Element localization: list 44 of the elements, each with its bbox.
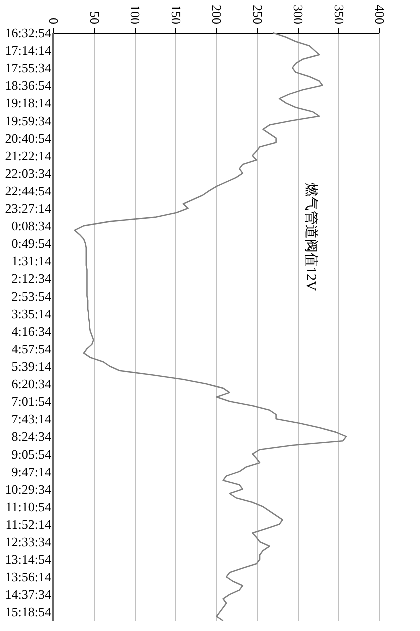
y-tick-label: 0:08:34: [12, 218, 52, 234]
y-tick-label: 8:24:34: [12, 429, 52, 444]
y-tick-label: 3:35:14: [12, 306, 52, 322]
y-tick-label: 17:14:14: [5, 43, 52, 58]
y-tick-label: 2:53:54: [12, 288, 52, 304]
y-tick-label: 4:16:34: [12, 324, 52, 339]
y-tick-label: 9:05:54: [12, 446, 52, 462]
text: 燃气管道阀值12V: [303, 183, 319, 292]
y-tick-label: 17:55:34: [5, 60, 52, 76]
x-tick-label: 100: [128, 5, 143, 24]
y-tick-label: 11:52:14: [6, 516, 52, 532]
y-tick-label: 22:03:34: [5, 166, 52, 181]
y-tick-label: 23:27:14: [5, 201, 52, 216]
y-tick-label: 7:43:14: [12, 412, 52, 427]
y-tick-label: 4:57:54: [12, 341, 52, 356]
x-tick-label: 300: [291, 5, 306, 24]
x-tick-label: 400: [372, 5, 388, 24]
y-tick-label: 9:47:14: [12, 464, 52, 480]
y-tick-label: 19:59:34: [5, 113, 52, 128]
y-tick-label: 10:29:34: [5, 482, 52, 497]
y-tick-label: 11:10:54: [6, 499, 52, 514]
y-tick-label: 6:20:34: [12, 376, 52, 392]
y-tick-label: 13:14:54: [5, 552, 52, 568]
y-tick-label: 12:33:34: [5, 534, 52, 550]
y-tick-label: 16:32:54: [5, 26, 52, 40]
x-tick-label: 50: [87, 12, 102, 24]
y-tick-label: 19:18:14: [5, 96, 52, 111]
y-tick-label: 2:12:34: [12, 271, 52, 286]
y-tick-label: 1:31:14: [12, 254, 52, 269]
y-tick-label: 7:01:54: [12, 394, 52, 410]
y-tick-label: 14:37:34: [5, 587, 52, 602]
y-tick-label: 20:40:54: [5, 130, 52, 146]
y-tick-label: 5:39:14: [12, 358, 52, 374]
y-tick-label: 13:56:14: [5, 570, 52, 585]
x-tick-label: 350: [332, 5, 347, 24]
y-tick-label: 21:22:14: [5, 148, 52, 164]
y-tick-label: 0:49:54: [12, 236, 52, 252]
y-tick-label: 18:36:54: [5, 78, 52, 94]
x-tick-label: 250: [250, 5, 266, 24]
x-tick-label: 200: [210, 5, 224, 24]
y-tick-label: 22:44:54: [5, 183, 52, 198]
y-tick-label: 15:18:54: [5, 604, 52, 620]
x-tick-label: 150: [168, 5, 184, 24]
x-tick-label: 0: [46, 18, 62, 24]
